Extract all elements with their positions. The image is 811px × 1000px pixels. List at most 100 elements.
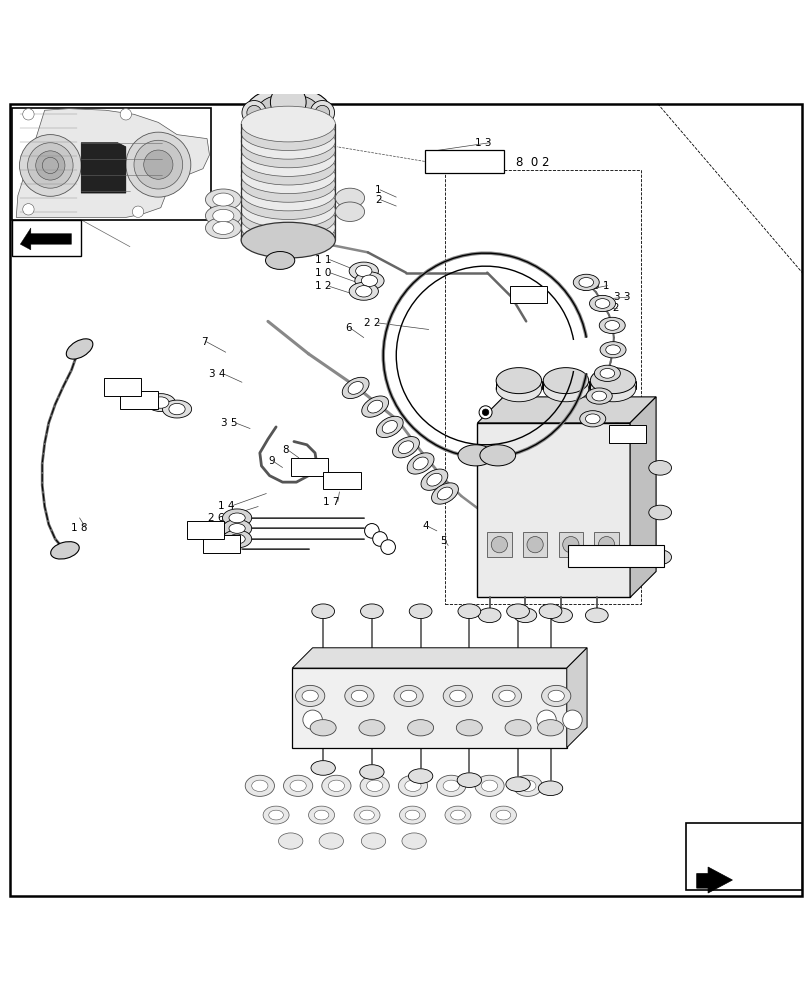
Ellipse shape <box>443 780 459 792</box>
Circle shape <box>562 710 581 730</box>
Ellipse shape <box>290 780 306 792</box>
Ellipse shape <box>359 775 388 796</box>
Ellipse shape <box>348 382 363 394</box>
Text: 8  0 2: 8 0 2 <box>515 156 548 169</box>
Ellipse shape <box>311 604 334 619</box>
Circle shape <box>19 135 81 196</box>
Ellipse shape <box>585 608 607 623</box>
Ellipse shape <box>573 274 599 291</box>
Text: 2 1: 2 1 <box>139 391 156 401</box>
Ellipse shape <box>398 775 427 796</box>
Ellipse shape <box>543 368 588 394</box>
Ellipse shape <box>589 295 615 312</box>
Ellipse shape <box>360 604 383 619</box>
Circle shape <box>526 537 543 553</box>
Ellipse shape <box>496 368 541 394</box>
Text: 3 0: 3 0 <box>513 290 530 300</box>
Ellipse shape <box>479 445 515 466</box>
Circle shape <box>315 105 329 120</box>
Text: 2 2: 2 2 <box>363 318 380 328</box>
Ellipse shape <box>513 775 542 796</box>
Ellipse shape <box>599 368 614 378</box>
Ellipse shape <box>406 453 434 474</box>
Text: 2: 2 <box>375 195 381 205</box>
Bar <box>292 668 566 748</box>
Ellipse shape <box>241 222 335 258</box>
Ellipse shape <box>478 608 500 623</box>
Ellipse shape <box>245 775 274 796</box>
Ellipse shape <box>308 806 334 824</box>
Text: 2 9: 2 9 <box>201 526 217 536</box>
Bar <box>685 823 801 890</box>
Ellipse shape <box>506 604 529 619</box>
Ellipse shape <box>222 509 251 527</box>
Circle shape <box>364 524 379 538</box>
Ellipse shape <box>599 342 625 358</box>
Ellipse shape <box>229 513 245 523</box>
Ellipse shape <box>392 437 419 458</box>
Bar <box>120 391 157 409</box>
Ellipse shape <box>241 201 335 237</box>
Ellipse shape <box>367 400 382 413</box>
Text: 2 8: 2 8 <box>207 539 223 549</box>
Ellipse shape <box>401 833 426 849</box>
Text: 9: 9 <box>268 456 274 466</box>
Ellipse shape <box>349 262 378 280</box>
Bar <box>290 458 328 476</box>
Ellipse shape <box>456 720 482 736</box>
Circle shape <box>303 710 322 730</box>
Ellipse shape <box>222 530 251 548</box>
Bar <box>594 532 618 557</box>
Ellipse shape <box>169 403 185 415</box>
Polygon shape <box>81 143 126 193</box>
Ellipse shape <box>594 365 620 381</box>
Ellipse shape <box>578 278 593 287</box>
Ellipse shape <box>241 218 335 254</box>
Circle shape <box>144 150 173 179</box>
Ellipse shape <box>263 806 289 824</box>
Text: 2 6: 2 6 <box>208 513 224 523</box>
Ellipse shape <box>241 106 335 142</box>
Ellipse shape <box>345 685 374 706</box>
Ellipse shape <box>648 550 671 564</box>
Ellipse shape <box>152 397 169 408</box>
Ellipse shape <box>265 252 294 269</box>
Ellipse shape <box>481 780 497 792</box>
Bar <box>424 150 504 173</box>
Bar <box>12 220 81 256</box>
Ellipse shape <box>498 690 514 702</box>
Ellipse shape <box>579 411 605 427</box>
Ellipse shape <box>205 217 241 239</box>
Ellipse shape <box>450 810 465 820</box>
Polygon shape <box>477 397 655 423</box>
Polygon shape <box>696 867 732 893</box>
Ellipse shape <box>205 205 241 226</box>
Text: 2 0: 2 0 <box>124 395 140 405</box>
Text: 4: 4 <box>422 521 428 531</box>
Ellipse shape <box>295 685 324 706</box>
Text: 3 3: 3 3 <box>613 292 629 302</box>
Ellipse shape <box>328 780 344 792</box>
Ellipse shape <box>358 720 384 736</box>
Ellipse shape <box>427 473 441 486</box>
Text: 1 4: 1 4 <box>217 501 234 511</box>
Ellipse shape <box>314 810 328 820</box>
Ellipse shape <box>212 221 234 234</box>
Ellipse shape <box>241 175 335 211</box>
Ellipse shape <box>586 388 611 404</box>
Ellipse shape <box>212 193 234 206</box>
Bar <box>568 545 663 567</box>
Ellipse shape <box>366 780 382 792</box>
Ellipse shape <box>436 775 466 796</box>
Ellipse shape <box>648 461 671 475</box>
Polygon shape <box>292 648 586 668</box>
Ellipse shape <box>354 806 380 824</box>
Circle shape <box>598 537 614 553</box>
Ellipse shape <box>496 376 541 402</box>
Ellipse shape <box>361 833 385 849</box>
Ellipse shape <box>241 123 335 159</box>
Ellipse shape <box>257 94 319 126</box>
Polygon shape <box>20 228 71 250</box>
Text: 1 8: 1 8 <box>71 523 88 533</box>
Ellipse shape <box>539 604 561 619</box>
